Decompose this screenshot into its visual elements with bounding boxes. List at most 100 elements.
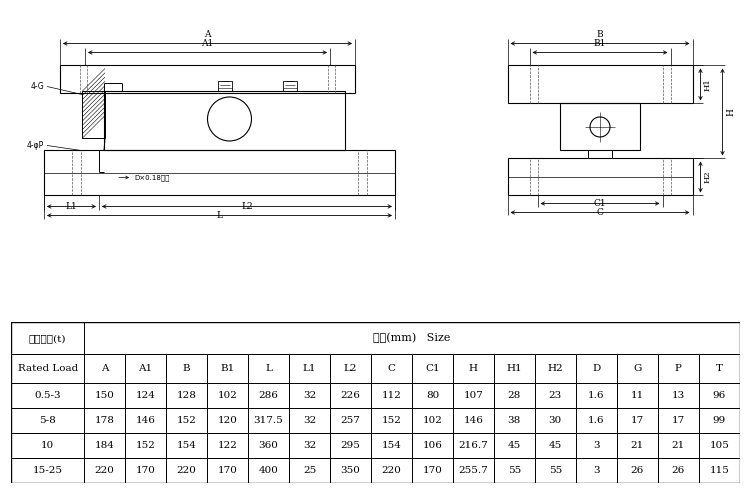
Bar	[453, 433, 494, 458]
Bar	[494, 354, 535, 383]
Bar	[617, 433, 658, 458]
Text: 178: 178	[95, 416, 115, 425]
Text: H2: H2	[704, 171, 711, 183]
Bar	[617, 408, 658, 433]
Text: D: D	[593, 364, 601, 373]
Text: 1.6: 1.6	[588, 416, 605, 425]
Text: C: C	[596, 208, 604, 218]
Text: 317.5: 317.5	[254, 416, 283, 425]
Bar	[698, 433, 740, 458]
Text: 5-8: 5-8	[39, 416, 56, 425]
Text: 106: 106	[423, 441, 442, 450]
Text: A1: A1	[201, 40, 213, 48]
Bar	[494, 383, 535, 408]
Text: L2: L2	[241, 203, 253, 211]
Text: B1: B1	[220, 364, 234, 373]
Text: 122: 122	[218, 441, 237, 450]
Bar	[207, 383, 248, 408]
Bar	[289, 354, 330, 383]
Bar	[125, 433, 166, 458]
Bar	[658, 408, 698, 433]
Text: P: P	[675, 364, 682, 373]
Bar	[371, 458, 412, 483]
Text: 3: 3	[593, 441, 599, 450]
Text: 3: 3	[593, 466, 599, 475]
Bar	[207, 458, 248, 483]
Text: D×0.18三光: D×0.18三光	[134, 174, 170, 181]
Text: 15-25: 15-25	[33, 466, 62, 475]
Bar	[617, 383, 658, 408]
Text: 尺寸(mm)   Size: 尺寸(mm) Size	[373, 333, 451, 344]
Text: 21: 21	[671, 441, 685, 450]
Text: 32: 32	[303, 391, 316, 400]
Bar	[125, 408, 166, 433]
Text: C1: C1	[425, 364, 440, 373]
Text: B: B	[182, 364, 190, 373]
Text: L: L	[265, 364, 272, 373]
Bar	[248, 408, 289, 433]
Bar	[698, 408, 740, 433]
Bar	[104, 91, 345, 150]
Bar	[371, 408, 412, 433]
Bar	[658, 458, 698, 483]
Bar	[166, 408, 207, 433]
Bar	[371, 383, 412, 408]
Bar	[371, 433, 412, 458]
Bar	[125, 354, 166, 383]
Text: 32: 32	[303, 416, 316, 425]
Bar	[412, 383, 453, 408]
Bar	[289, 408, 330, 433]
Text: 26: 26	[671, 466, 685, 475]
Text: 146: 146	[136, 416, 155, 425]
Bar	[330, 433, 371, 458]
Text: 216.7: 216.7	[459, 441, 488, 450]
Text: 32: 32	[303, 441, 316, 450]
Text: 30: 30	[549, 416, 562, 425]
Text: A: A	[204, 30, 211, 40]
Bar	[283, 81, 297, 91]
Bar	[166, 383, 207, 408]
Text: 99: 99	[713, 416, 726, 425]
Text: 17: 17	[631, 416, 644, 425]
Text: 295: 295	[340, 441, 360, 450]
Text: 170: 170	[136, 466, 155, 475]
Bar	[535, 408, 576, 433]
Bar	[576, 354, 617, 383]
Bar	[330, 383, 371, 408]
Text: H1: H1	[507, 364, 522, 373]
Bar	[508, 159, 692, 196]
Bar	[84, 408, 125, 433]
Text: 25: 25	[303, 466, 316, 475]
Bar	[658, 433, 698, 458]
Text: L: L	[216, 211, 222, 221]
Bar	[11, 383, 84, 408]
Text: L1: L1	[65, 203, 77, 211]
Text: C: C	[388, 364, 396, 373]
Bar	[453, 458, 494, 483]
Text: 28: 28	[508, 391, 521, 400]
Text: 21: 21	[631, 441, 644, 450]
Bar	[535, 383, 576, 408]
Text: L1: L1	[303, 364, 316, 373]
Bar	[330, 408, 371, 433]
Text: 220: 220	[95, 466, 115, 475]
Bar	[44, 150, 395, 196]
Text: 10: 10	[41, 441, 54, 450]
Text: 45: 45	[508, 441, 521, 450]
Bar	[248, 433, 289, 458]
Text: 152: 152	[136, 441, 155, 450]
Bar	[576, 408, 617, 433]
Bar	[453, 354, 494, 383]
Bar	[11, 322, 84, 354]
Text: 400: 400	[258, 466, 279, 475]
Bar	[330, 458, 371, 483]
Bar	[218, 81, 232, 91]
Text: 额定载荷(t): 额定载荷(t)	[29, 334, 66, 343]
Bar	[289, 383, 330, 408]
Text: 11: 11	[631, 391, 644, 400]
Text: H: H	[469, 364, 478, 373]
Bar	[207, 408, 248, 433]
Bar	[412, 458, 453, 483]
Bar	[125, 458, 166, 483]
Bar	[535, 433, 576, 458]
